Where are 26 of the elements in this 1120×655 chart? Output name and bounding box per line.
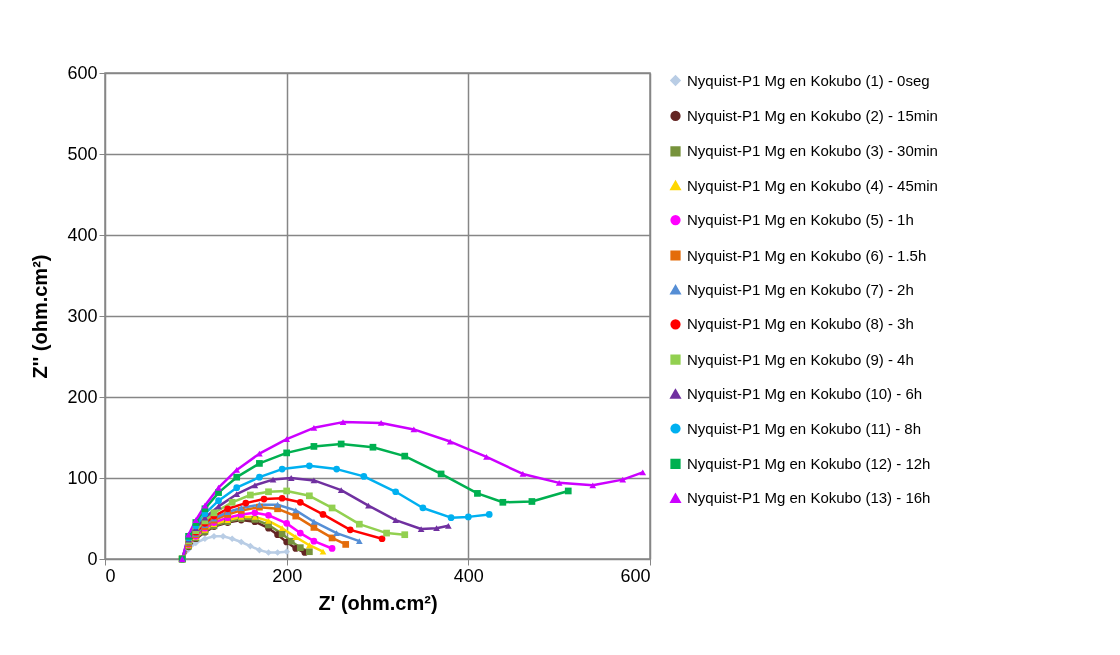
legend-label: Nyquist-P1 Mg en Kokubo (10) - 6h — [687, 385, 923, 403]
x-tick-label: 600 — [620, 565, 651, 586]
legend-label: Nyquist-P1 Mg en Kokubo (6) - 1.5h — [687, 246, 927, 264]
legend-label: Nyquist-P1 Mg en Kokubo (1) - 0seg — [687, 71, 930, 89]
y-tick-label: 100 — [67, 467, 98, 488]
legend-label: Nyquist-P1 Mg en Kokubo (2) - 15min — [687, 106, 938, 124]
legend-label: Nyquist-P1 Mg en Kokubo (7) - 2h — [687, 280, 914, 298]
y-tick-label: 300 — [67, 305, 98, 326]
y-axis-title: Z'' (ohm.cm²) — [29, 254, 52, 379]
x-axis-title: Z' (ohm.cm²) — [318, 591, 438, 614]
legend-label: Nyquist-P1 Mg en Kokubo (11) - 8h — [687, 419, 922, 437]
legend-label: Nyquist-P1 Mg en Kokubo (13) - 16h — [687, 489, 931, 507]
legend-label: Nyquist-P1 Mg en Kokubo (3) - 30min — [687, 142, 938, 160]
y-tick-label: 600 — [67, 62, 98, 83]
y-tick-label: 0 — [87, 548, 98, 569]
y-tick-label: 500 — [67, 143, 98, 164]
x-tick-label: 200 — [272, 565, 303, 586]
y-tick-label: 200 — [67, 386, 98, 407]
legend-label: Nyquist-P1 Mg en Kokubo (4) - 45min — [687, 176, 938, 194]
legend-label: Nyquist-P1 Mg en Kokubo (12) - 12h — [687, 454, 931, 472]
legend-label: Nyquist-P1 Mg en Kokubo (9) - 4h — [687, 350, 914, 368]
x-tick-label: 400 — [453, 565, 484, 586]
legend-label: Nyquist-P1 Mg en Kokubo (8) - 3h — [687, 315, 914, 333]
legend-label: Nyquist-P1 Mg en Kokubo (5) - 1h — [687, 211, 914, 229]
x-tick-label: 0 — [105, 565, 116, 586]
y-tick-label: 400 — [67, 224, 98, 245]
